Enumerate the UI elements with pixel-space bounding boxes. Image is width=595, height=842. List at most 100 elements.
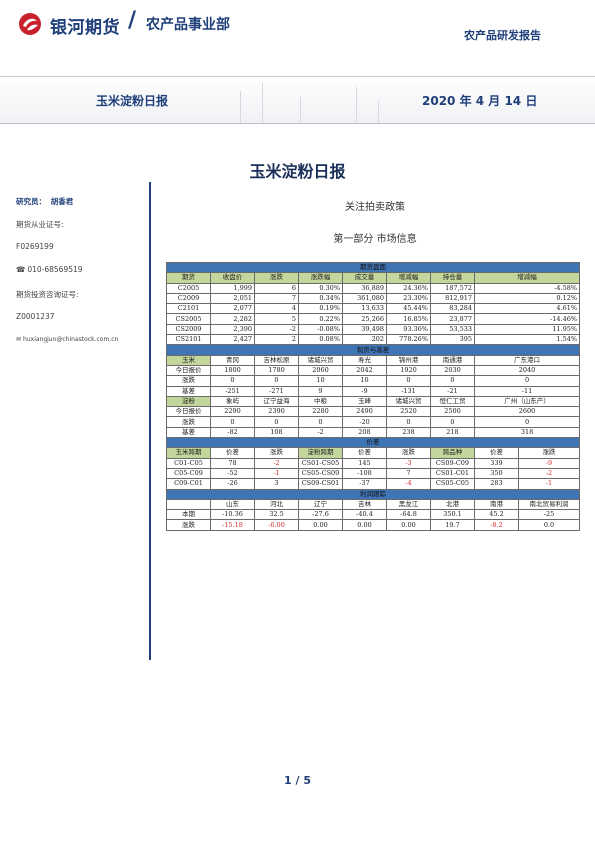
section-title-spot: 现货与基差 bbox=[165, 344, 581, 356]
corn-cell: 0 bbox=[210, 375, 255, 387]
license-number: F0269199 bbox=[16, 242, 54, 251]
spread-row: C01-C05 78 -2 CS01-CS05 145 -3 CS09-C09 339 -9 bbox=[166, 457, 581, 469]
mail-icon: ✉ bbox=[16, 336, 22, 343]
corn-cell: 今日报价 bbox=[166, 364, 211, 377]
section-title-row: 价差 bbox=[165, 437, 581, 449]
market-data-table: 期货盘面 期货 收盘价 涨跌 涨跌幅 成交量 增减幅 持仓量 增减幅 C2005 1,999 6 0.3… bbox=[165, 261, 581, 531]
profit-cell: -15.18 bbox=[210, 519, 255, 531]
profit-cell: 19.7 bbox=[430, 519, 475, 531]
futures-cell: 812,917 bbox=[430, 292, 475, 305]
spread-header-cell: 价差 bbox=[342, 447, 387, 459]
starch-header-cell: 恒仁工贸 bbox=[430, 395, 475, 408]
spread-cell: CS01-C01 bbox=[430, 467, 475, 480]
corn-cell: 0 bbox=[254, 375, 299, 387]
spread-header-row: 玉米跨期 价差 涨跌 淀粉跨期 价差 涨跌 跨品种 价差 涨跌 bbox=[166, 447, 581, 459]
profit-cell: 0.00 bbox=[386, 519, 431, 531]
corn-header-cell: 玉米 bbox=[166, 354, 211, 366]
futures-header-row: 期货 收盘价 涨跌 涨跌幅 成交量 增减幅 持仓量 增减幅 bbox=[166, 272, 581, 284]
spread-cell: -2 bbox=[254, 457, 299, 469]
futures-header-cell: 涨跌幅 bbox=[298, 272, 343, 284]
spread-cell: CS09-CS01 bbox=[298, 478, 343, 490]
phone-icon: ☎ bbox=[16, 265, 26, 274]
profit-header-cell: 北港 bbox=[430, 498, 475, 511]
corn-cell: 1780 bbox=[254, 364, 299, 377]
futures-cell: 0.22% bbox=[298, 313, 343, 325]
profit-header-cell: 山东 bbox=[210, 498, 255, 511]
starch-cell: 0 bbox=[298, 416, 343, 428]
company-name: 银河期货 bbox=[50, 18, 120, 38]
futures-cell: CS2005 bbox=[166, 313, 211, 325]
futures-header-cell: 持仓量 bbox=[430, 272, 475, 284]
profit-cell: 45.2 bbox=[474, 509, 519, 521]
futures-row: CS2005 2,282 5 0.22% 25,266 16.85% 23,877 -14.4… bbox=[166, 313, 581, 325]
spread-header-cell: 价差 bbox=[210, 447, 255, 459]
starch-header-cell: 诸城兴贸 bbox=[386, 395, 431, 408]
corn-header-cell: 南通港 bbox=[430, 354, 475, 366]
futures-cell: 2,427 bbox=[210, 334, 255, 346]
futures-cell: 6 bbox=[254, 282, 299, 294]
futures-cell: C2101 bbox=[166, 303, 211, 315]
report-subtitle: 关注拍卖政策 bbox=[345, 202, 405, 213]
starch-header-cell: 淀粉 bbox=[166, 395, 211, 408]
researcher-line: 研究员： 胡香君 bbox=[16, 196, 73, 207]
futures-header-cell: 期货 bbox=[166, 272, 211, 284]
futures-header-cell: 成交量 bbox=[342, 272, 387, 284]
corn-cell: 9 bbox=[298, 385, 343, 397]
profit-cell: -6.00 bbox=[254, 519, 299, 531]
spread-header-cell: 涨跌 bbox=[254, 447, 299, 459]
spread-cell: C09-C01 bbox=[166, 478, 211, 490]
futures-cell: 83,284 bbox=[430, 303, 475, 315]
spread-cell: -52 bbox=[210, 467, 255, 480]
corn-cell: -11 bbox=[473, 385, 581, 397]
starch-row: 今日报价 2290 2390 2280 2490 2520 2500 2600 bbox=[166, 406, 581, 418]
profit-cell: 0.00 bbox=[298, 519, 343, 531]
starch-cell: 涨跌 bbox=[166, 416, 211, 428]
spread-cell: -1 bbox=[254, 467, 299, 480]
email-address[interactable]: huxiangjun@chinastock.com.cn bbox=[23, 336, 119, 343]
futures-cell: 39,498 bbox=[342, 323, 387, 336]
header-separator: / bbox=[128, 8, 137, 33]
license-label: 期货从业证号: bbox=[16, 220, 64, 229]
advisor-number: Z0001237 bbox=[16, 312, 55, 321]
futures-cell: 7 bbox=[254, 292, 299, 305]
starch-header-row: 淀粉 象屿 辽宁益海 中粮 玉峰 诸城兴贸 恒仁工贸 广州（山东产） bbox=[166, 395, 581, 408]
spread-header-cell: 淀粉跨期 bbox=[298, 447, 343, 459]
spread-header-cell: 跨品种 bbox=[430, 447, 475, 459]
futures-row: C2009 2,051 7 0.34% 361,080 23.30% 812,917 0.12… bbox=[166, 292, 581, 305]
department-name: 农产品事业部 bbox=[146, 17, 230, 33]
starch-cell: 238 bbox=[386, 426, 431, 439]
corn-row: 基差 -251 -271 9 -9 -131 -21 -11 bbox=[166, 385, 581, 397]
futures-header-cell: 收盘价 bbox=[210, 272, 255, 284]
corn-header-row: 玉米 青冈 吉林松原 诸城兴贸 寿光 锦州港 南通港 广东港口 bbox=[166, 354, 581, 366]
corn-header-cell: 寿光 bbox=[342, 354, 387, 366]
spread-cell: C05-C09 bbox=[166, 467, 211, 480]
futures-cell: 0.08% bbox=[298, 334, 343, 346]
title-band bbox=[0, 76, 595, 124]
starch-cell: 0 bbox=[386, 416, 431, 428]
corn-cell: -251 bbox=[210, 385, 255, 397]
futures-cell: 4.61% bbox=[473, 303, 581, 315]
futures-cell: C2009 bbox=[166, 292, 211, 305]
starch-header-cell: 辽宁益海 bbox=[254, 395, 299, 408]
starch-cell: -2 bbox=[298, 426, 343, 439]
futures-cell: 16.85% bbox=[386, 313, 431, 325]
corn-cell: 涨跌 bbox=[166, 375, 211, 387]
profit-cell: -25 bbox=[517, 509, 581, 521]
profit-header-cell: 河北 bbox=[254, 498, 299, 511]
futures-cell: 53,533 bbox=[430, 323, 475, 336]
spread-cell: CS05-C05 bbox=[430, 478, 475, 490]
starch-cell: 2290 bbox=[210, 406, 255, 418]
profit-cell: -10.36 bbox=[210, 509, 255, 521]
starch-cell: -20 bbox=[342, 416, 387, 428]
section-heading: 第一部分 市场信息 bbox=[333, 234, 417, 245]
corn-cell: 10 bbox=[298, 375, 343, 387]
futures-header-cell: 增减幅 bbox=[386, 272, 431, 284]
starch-cell: 0 bbox=[430, 416, 475, 428]
corn-cell: 0 bbox=[430, 375, 475, 387]
starch-header-cell: 玉峰 bbox=[342, 395, 387, 408]
futures-cell: 5 bbox=[254, 313, 299, 325]
spread-cell: 350 bbox=[474, 467, 519, 480]
futures-cell: 2 bbox=[254, 334, 299, 346]
spread-cell: -2 bbox=[517, 467, 581, 480]
futures-cell: 4 bbox=[254, 303, 299, 315]
